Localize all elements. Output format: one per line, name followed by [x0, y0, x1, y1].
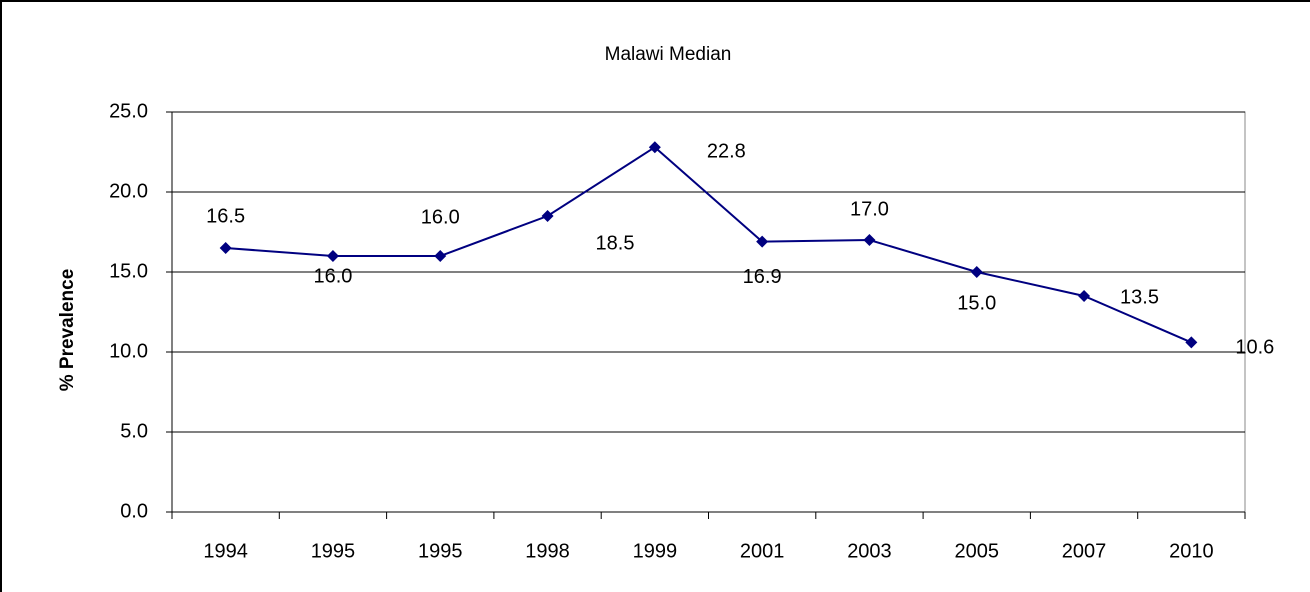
x-tick-label: 2010: [1169, 540, 1214, 562]
x-tick-label: 2007: [1062, 540, 1107, 562]
marker: [863, 234, 876, 246]
x-tick-label: 2003: [847, 540, 892, 562]
marker: [326, 250, 339, 262]
y-tick-label: 0.0: [120, 500, 148, 522]
data-label: 10.6: [1235, 337, 1274, 359]
marker: [219, 242, 232, 254]
marker: [970, 266, 983, 278]
y-tick-label: 15.0: [109, 260, 148, 282]
x-tick-label: 2005: [955, 540, 1000, 562]
marker: [1078, 290, 1091, 302]
x-tick-label: 2001: [740, 540, 785, 562]
data-label: 17.0: [850, 198, 889, 220]
marker: [648, 141, 661, 154]
marker: [1185, 336, 1198, 349]
y-axis-label: % Prevalence: [57, 269, 78, 392]
marker: [541, 210, 554, 222]
data-label: 16.9: [743, 266, 782, 288]
x-tick-label: 1999: [633, 540, 678, 562]
marker: [434, 250, 447, 262]
y-tick-label: 25.0: [109, 100, 148, 122]
x-tick-label: 1995: [311, 540, 356, 562]
y-tick-label: 5.0: [120, 420, 148, 442]
data-label: 16.0: [421, 206, 460, 228]
data-label: 22.8: [707, 140, 746, 162]
y-tick-label: 10.0: [109, 340, 148, 362]
x-tick-label: 1994: [203, 540, 248, 562]
data-label: 13.5: [1120, 286, 1159, 308]
x-tick-label: 1995: [418, 540, 463, 562]
x-tick-label: 1998: [525, 540, 570, 562]
marker: [756, 235, 769, 248]
data-label: 15.0: [957, 292, 996, 314]
plot-area: [171, 111, 1246, 513]
data-label: 18.5: [596, 232, 635, 254]
y-tick-label: 20.0: [109, 180, 148, 202]
line: [225, 145, 1192, 344]
data-label: 16.5: [206, 205, 245, 227]
data-label: 16.0: [313, 265, 352, 287]
chart-title: Malawi Median: [605, 44, 732, 65]
